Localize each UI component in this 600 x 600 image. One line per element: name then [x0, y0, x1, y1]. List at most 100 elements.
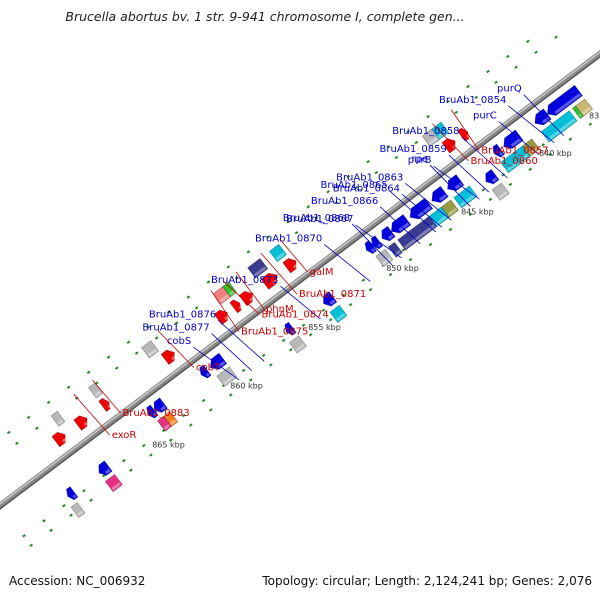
- tick-mark: [268, 363, 273, 367]
- gene-label-BruAb1_0883: BruAb1_0883: [122, 408, 189, 419]
- gene-label-BruAb1_0863: BruAb1_0863: [336, 172, 403, 183]
- forward-cds-arrow: [503, 129, 524, 149]
- leader-line: [217, 320, 265, 362]
- tick-mark: [541, 143, 545, 147]
- tick-mark: [169, 438, 173, 442]
- tick-mark: [174, 321, 179, 325]
- gene-block: [575, 98, 594, 117]
- tick-mark: [341, 293, 346, 297]
- tick-mark: [406, 129, 410, 134]
- tick-mark: [454, 110, 458, 115]
- kbp-tick-label: 840 kbp: [539, 149, 572, 158]
- tick-mark: [189, 423, 193, 427]
- tick-mark: [361, 278, 366, 282]
- tick-mark: [26, 415, 31, 420]
- tick-mark: [149, 453, 153, 457]
- gene-label-BruAb1_0870: BruAb1_0870: [255, 233, 322, 244]
- forward-cds-arrow: [534, 108, 552, 126]
- kbp-tick-label: 865 kbp: [152, 440, 185, 449]
- tick-mark: [62, 504, 66, 508]
- forward-cds-arrow: [485, 168, 500, 185]
- page-title: Brucella abortus bv. 1 str. 9-941 chromo…: [65, 9, 465, 24]
- tick-mark: [234, 276, 239, 280]
- tick-mark: [548, 152, 553, 156]
- leader-line: [389, 190, 437, 233]
- tick-mark: [201, 398, 206, 403]
- tick-mark: [466, 84, 470, 89]
- gene-label-BruAb1_0867: BruAb1_0867: [286, 214, 353, 225]
- tick-mark: [494, 80, 498, 85]
- gene-label-BruAb1_0854: BruAb1_0854: [439, 95, 506, 106]
- leader-line: [351, 223, 393, 266]
- gene-block: [88, 382, 103, 399]
- tick-mark: [534, 50, 538, 54]
- tick-mark: [308, 333, 313, 337]
- tick-mark: [486, 69, 490, 74]
- tick-mark: [166, 310, 171, 314]
- tick-mark: [508, 182, 513, 187]
- tick-mark: [15, 441, 19, 445]
- tick-mark: [82, 489, 86, 493]
- forward-cds-arrow: [492, 143, 505, 158]
- tick-mark: [568, 137, 573, 141]
- gene-label-cobT: cobT: [196, 363, 221, 374]
- gene-label-cobS: cobS: [167, 336, 191, 347]
- gene-label-BruAb1_0866: BruAb1_0866: [311, 196, 378, 207]
- tick-mark: [49, 528, 53, 532]
- tick-mark: [46, 400, 51, 405]
- gene-label-BruAb1_0864: BruAb1_0864: [333, 183, 400, 194]
- reverse-cds-arrow: [260, 272, 280, 290]
- tick-mark: [89, 498, 93, 502]
- leader-line: [405, 182, 452, 221]
- leader-line: [279, 238, 308, 273]
- forward-cds-arrow: [391, 214, 412, 234]
- accession-text: Accession: NC_006932: [9, 574, 146, 588]
- tick-mark: [314, 215, 319, 220]
- tick-mark: [401, 248, 406, 252]
- forward-cds-arrow: [199, 364, 212, 379]
- tick-mark: [388, 272, 393, 277]
- tick-mark: [126, 340, 131, 344]
- tick-mark: [226, 265, 231, 269]
- gene-block: [50, 410, 66, 427]
- gene-label-BruAb1_0865: BruAb1_0865: [320, 180, 387, 191]
- tick-mark: [194, 306, 199, 310]
- tick-mark: [554, 35, 558, 39]
- tick-mark: [448, 227, 453, 232]
- gene-label-phnM: phnM: [266, 304, 294, 315]
- gene-block: [141, 340, 160, 359]
- gene-label-BruAb1_0859: BruAb1_0859: [380, 144, 447, 155]
- gene-block: [157, 415, 172, 432]
- forward-cds-arrow: [284, 321, 297, 336]
- reverse-cds-arrow: [282, 258, 299, 274]
- tick-mark: [281, 338, 286, 343]
- tick-mark: [426, 114, 430, 119]
- forward-cds-arrow: [370, 235, 384, 250]
- leader-line: [324, 244, 371, 282]
- tick-mark: [154, 336, 159, 340]
- gene-block: [288, 335, 307, 354]
- tick-mark: [241, 368, 246, 373]
- gene-block: [329, 304, 348, 323]
- reverse-cds-arrow: [51, 431, 68, 448]
- reverse-cds-arrow: [73, 415, 90, 431]
- gene-label-BruAb1_0857: BruAb1_0857: [481, 146, 548, 157]
- gene-label-BruAb1_0871: BruAb1_0871: [299, 289, 366, 300]
- gene-label-BruAb1_0877: BruAb1_0877: [142, 323, 209, 334]
- reverse-cds-arrow: [160, 349, 177, 366]
- forward-cds-arrow: [153, 397, 168, 413]
- gene-block: [421, 128, 440, 148]
- gene-block: [163, 410, 179, 427]
- gene-label-BruAb1_0875: BruAb1_0875: [241, 327, 308, 338]
- tick-mark: [266, 235, 271, 239]
- gene-block: [453, 185, 478, 209]
- gene-label-BruAb1_0874: BruAb1_0874: [261, 309, 328, 320]
- tick-mark: [428, 242, 433, 247]
- tick-mark: [246, 250, 251, 254]
- tick-mark: [106, 355, 111, 359]
- leader-line: [432, 123, 469, 162]
- gene-block: [571, 105, 584, 120]
- gene-label-BruAb1_0873: BruAb1_0873: [211, 275, 278, 286]
- tick-mark: [408, 257, 413, 262]
- tick-mark: [288, 348, 293, 352]
